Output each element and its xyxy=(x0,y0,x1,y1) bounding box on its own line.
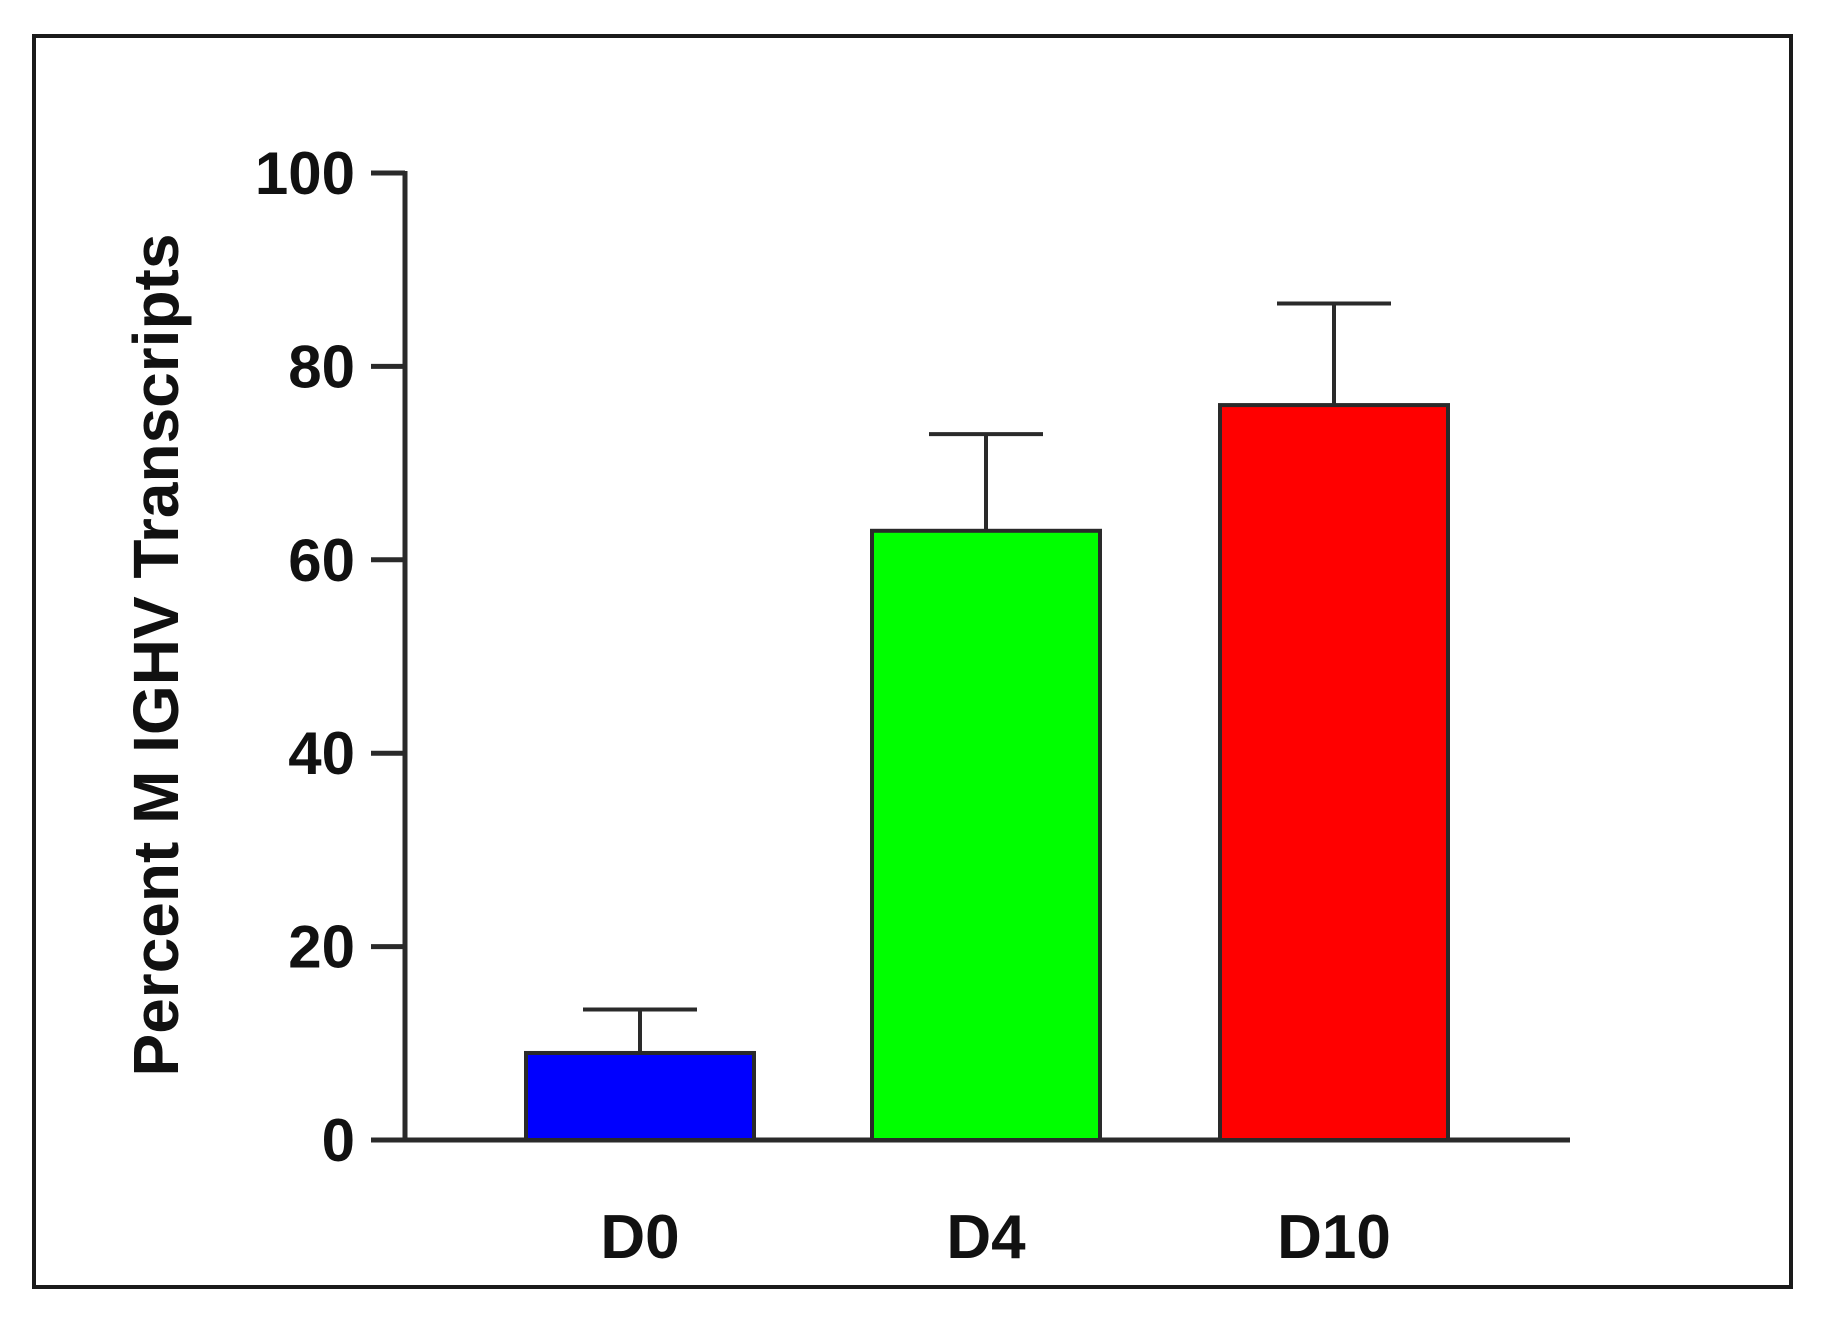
y-tick-label-60: 60 xyxy=(288,527,355,594)
y-tick-label-0: 0 xyxy=(322,1107,355,1174)
y-axis-title: Percent M IGHV Transcripts xyxy=(120,234,192,1077)
x-tick-label-d10: D10 xyxy=(1277,1203,1391,1272)
x-axis: D0 D4 D10 xyxy=(403,1137,1570,1272)
bar-d4 xyxy=(870,528,1102,1142)
y-tick-label-80: 80 xyxy=(288,333,355,400)
bar-d0 xyxy=(524,1050,756,1142)
y-tick-label-20: 20 xyxy=(288,914,355,981)
x-tick-label-d4: D4 xyxy=(946,1203,1026,1272)
y-axis: 0 20 40 60 80 100 xyxy=(255,140,408,1174)
bar-d10 xyxy=(1218,403,1450,1142)
y-tick-label-100: 100 xyxy=(255,140,355,207)
x-tick-label-d0: D0 xyxy=(600,1203,679,1272)
bars xyxy=(524,403,1450,1142)
error-bars xyxy=(583,301,1391,1053)
y-tick-label-40: 40 xyxy=(288,720,355,787)
